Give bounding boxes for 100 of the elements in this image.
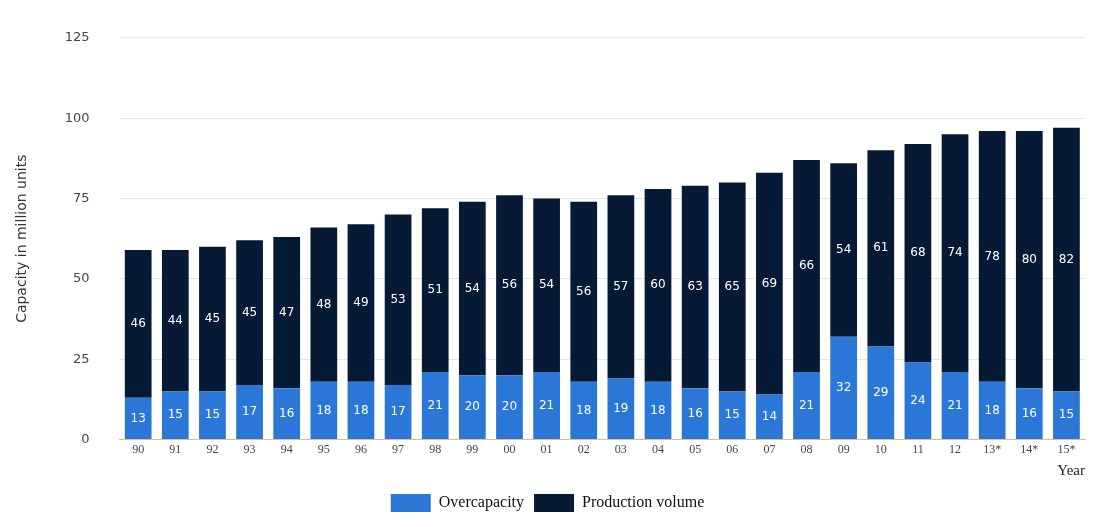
x-tick-label: 03 — [614, 441, 627, 456]
x-tick-label: 96 — [354, 441, 367, 456]
bar — [273, 388, 301, 440]
data-label: 65 — [724, 279, 740, 294]
bar — [310, 381, 338, 440]
data-label: 18 — [650, 402, 666, 417]
data-label: 24 — [910, 392, 926, 407]
bar — [681, 388, 709, 440]
data-label: 19 — [613, 400, 629, 415]
data-label: 21 — [538, 397, 555, 412]
bar — [199, 391, 226, 440]
bar — [1015, 388, 1043, 440]
x-tick-label: 00 — [503, 441, 516, 456]
bar — [756, 394, 783, 440]
data-label: 17 — [241, 404, 258, 419]
bar — [236, 240, 263, 385]
data-label: 57 — [613, 279, 629, 294]
y-tick-label: 25 — [73, 350, 90, 366]
data-label: 20 — [501, 399, 518, 414]
bar — [496, 195, 523, 376]
x-tick-label: 11 — [912, 441, 924, 456]
data-label: 69 — [761, 275, 778, 290]
bar — [570, 201, 598, 382]
x-tick-label: 95 — [317, 441, 330, 456]
bar — [904, 362, 932, 440]
x-tick-label: 08 — [800, 441, 813, 456]
x-tick-label: 06 — [726, 441, 739, 456]
bar — [533, 198, 560, 373]
data-label: 32 — [836, 380, 852, 395]
bar — [161, 391, 189, 440]
bar — [496, 375, 523, 440]
bar — [644, 188, 672, 382]
bar — [607, 195, 635, 379]
bar — [458, 201, 486, 376]
x-tick-label: 07 — [763, 441, 776, 456]
data-label: 21 — [947, 397, 963, 412]
x-tick-label: 01 — [540, 441, 553, 456]
bar — [236, 384, 263, 440]
bar — [533, 372, 560, 440]
data-label: 16 — [279, 405, 295, 420]
bar — [793, 372, 820, 440]
bar — [718, 391, 746, 440]
bar — [421, 208, 449, 373]
bar — [607, 378, 635, 440]
bar — [421, 372, 449, 440]
bar — [161, 249, 189, 392]
bar — [384, 384, 412, 440]
x-tick-label: 98 — [429, 441, 442, 456]
bar — [199, 246, 226, 392]
data-label: 20 — [464, 399, 480, 414]
bar — [347, 381, 375, 440]
bar — [941, 134, 969, 373]
data-label: 17 — [390, 404, 406, 419]
data-label: 80 — [1021, 251, 1037, 266]
data-label: 51 — [427, 282, 443, 297]
legend-label: Production volume — [582, 493, 705, 511]
bar — [867, 346, 895, 440]
data-label: 18 — [353, 402, 369, 417]
data-label: 21 — [427, 397, 443, 412]
data-label: 45 — [204, 311, 221, 326]
y-tick-label: 75 — [73, 189, 90, 205]
bar — [941, 372, 969, 440]
data-label: 56 — [576, 283, 592, 298]
x-tick-label: 12 — [949, 441, 962, 456]
x-tick-label: 92 — [206, 441, 219, 456]
bar — [124, 397, 152, 440]
x-tick-label: 13* — [983, 441, 1002, 456]
bar — [1053, 391, 1080, 440]
bar — [1053, 127, 1080, 392]
x-axis-title: Year — [1057, 461, 1085, 478]
x-tick-label: 09 — [837, 441, 850, 456]
data-label: 47 — [279, 304, 295, 319]
data-label: 16 — [687, 405, 703, 420]
data-label: 18 — [576, 402, 592, 417]
data-label: 45 — [241, 304, 258, 319]
bar — [570, 381, 598, 440]
data-label: 60 — [650, 277, 666, 292]
data-label: 53 — [390, 291, 406, 306]
bar — [867, 150, 895, 347]
y-axis-title: Capacity in million units — [13, 154, 30, 323]
y-tick-label: 100 — [64, 109, 90, 125]
data-label: 54 — [538, 277, 555, 292]
bar — [1015, 131, 1043, 389]
data-label: 21 — [798, 397, 815, 412]
data-label: 15 — [724, 407, 740, 422]
x-tick-label: 15* — [1057, 441, 1076, 456]
data-label: 44 — [167, 312, 183, 327]
x-tick-label: 10 — [874, 441, 887, 456]
data-label: 13 — [130, 410, 146, 425]
x-tick-label: 94 — [280, 441, 293, 456]
bar — [978, 131, 1006, 382]
data-label: 18 — [316, 402, 332, 417]
bar — [347, 224, 375, 382]
bar — [310, 227, 338, 382]
data-label: 18 — [984, 402, 1000, 417]
bar — [793, 159, 820, 373]
bar — [273, 237, 301, 389]
data-label: 15 — [204, 407, 221, 422]
data-label: 49 — [353, 295, 369, 310]
data-label: 56 — [501, 277, 518, 292]
